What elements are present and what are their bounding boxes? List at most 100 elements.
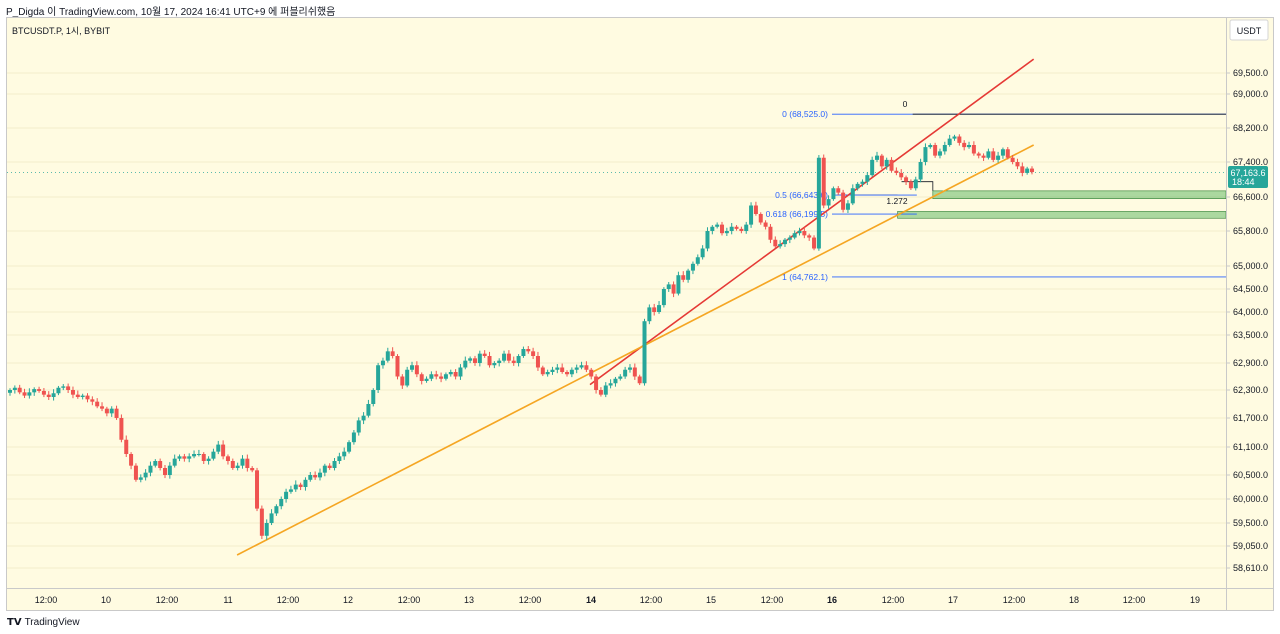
candle-body [506,353,511,361]
candle-body [1025,168,1030,173]
candle-body [511,360,516,363]
price-tick: 61,100.0 [1226,442,1268,452]
candle-body [720,224,725,234]
candle-body [308,475,313,480]
candle-body [715,224,720,227]
candle [51,389,56,401]
candle-body [676,275,681,294]
candle-body [196,454,201,455]
candle [332,458,337,471]
candle-body [749,205,754,225]
candle-body [1020,166,1025,173]
time-tick: 10 [101,595,111,605]
candle [37,386,42,393]
candle-body [167,465,172,475]
candle-body [526,349,531,352]
chart-pane[interactable] [6,17,1274,611]
price-tick-label: 60,000.0 [1233,494,1268,504]
candle [831,186,836,201]
candle [720,221,725,236]
candle-body [879,155,884,167]
candle [453,369,458,380]
candle [627,364,632,373]
candle-body [414,365,419,375]
time-tick-label: 15 [706,595,716,605]
candle [497,358,502,367]
price-tick: 62,900.0 [1226,358,1268,368]
candle [584,361,589,373]
candle [279,496,284,510]
currency-box[interactable]: USDT [1229,19,1269,41]
candle-body [971,145,976,154]
candle-body [894,170,899,173]
candle [598,387,603,397]
price-tick-label: 61,100.0 [1233,442,1268,452]
tradingview-logo-icon: TV [7,617,22,628]
candle-body [569,369,574,375]
time-tick: 17 [948,595,958,605]
time-tick-label: 12:00 [519,595,542,605]
candle-body [637,376,642,384]
candle-body [865,175,870,182]
time-tick-label: 10 [101,595,111,605]
candle [700,245,705,260]
price-tick: 67,400.0 [1226,157,1268,167]
candle-body [230,461,235,468]
candle-body [991,151,996,160]
candle-body [41,390,46,395]
candle-body [303,479,308,487]
candle [284,488,289,503]
time-tick: 13 [464,595,474,605]
candle-body [70,390,75,395]
candle [429,371,434,382]
candle-body [390,351,395,356]
price-tick: 59,500.0 [1226,518,1268,528]
candle [511,356,516,366]
candle [506,350,511,364]
candle [410,361,415,373]
time-tick: 12:00 [882,595,905,605]
candle [22,388,27,399]
tradingview-logo[interactable]: TV TradingView [7,617,80,628]
candle-body [385,351,390,361]
fib-level-label: 0 (68,525.0) [782,109,828,119]
candle [1020,162,1025,177]
candle-body [807,235,812,238]
time-tick-label: 17 [948,595,958,605]
candle [264,519,269,540]
candle-body [124,439,129,454]
candle-body [429,374,434,379]
candle-body [347,442,352,452]
candle-body [690,263,695,271]
candle [642,318,647,386]
candle [114,405,119,420]
candle [109,406,114,417]
time-tick: 14 [586,595,596,605]
candle [579,361,584,370]
candle-body [395,356,400,377]
candle-body [61,386,66,388]
candle-body [1015,162,1020,167]
candle [661,287,666,308]
last-price-countdown: 18:44 [1232,177,1255,187]
candle [41,388,46,398]
candle-body [104,408,109,414]
candle-body [109,408,114,414]
candle-body [225,456,230,461]
time-tick-label: 12:00 [35,595,58,605]
candle [758,212,763,225]
candle [860,179,865,187]
candle [463,356,468,370]
candle [66,383,71,393]
candle-body [957,136,962,143]
price-tick-label: 68,200.0 [1233,123,1268,133]
candle [841,189,846,213]
candle-body [448,372,453,375]
fib-level-label: 0.5 (66,643.6) [775,190,828,200]
candle-body [129,454,134,466]
price-tick: 69,500.0 [1226,68,1268,78]
candle-body [870,159,875,176]
price-tick: 63,500.0 [1226,330,1268,340]
candle [996,151,1001,163]
